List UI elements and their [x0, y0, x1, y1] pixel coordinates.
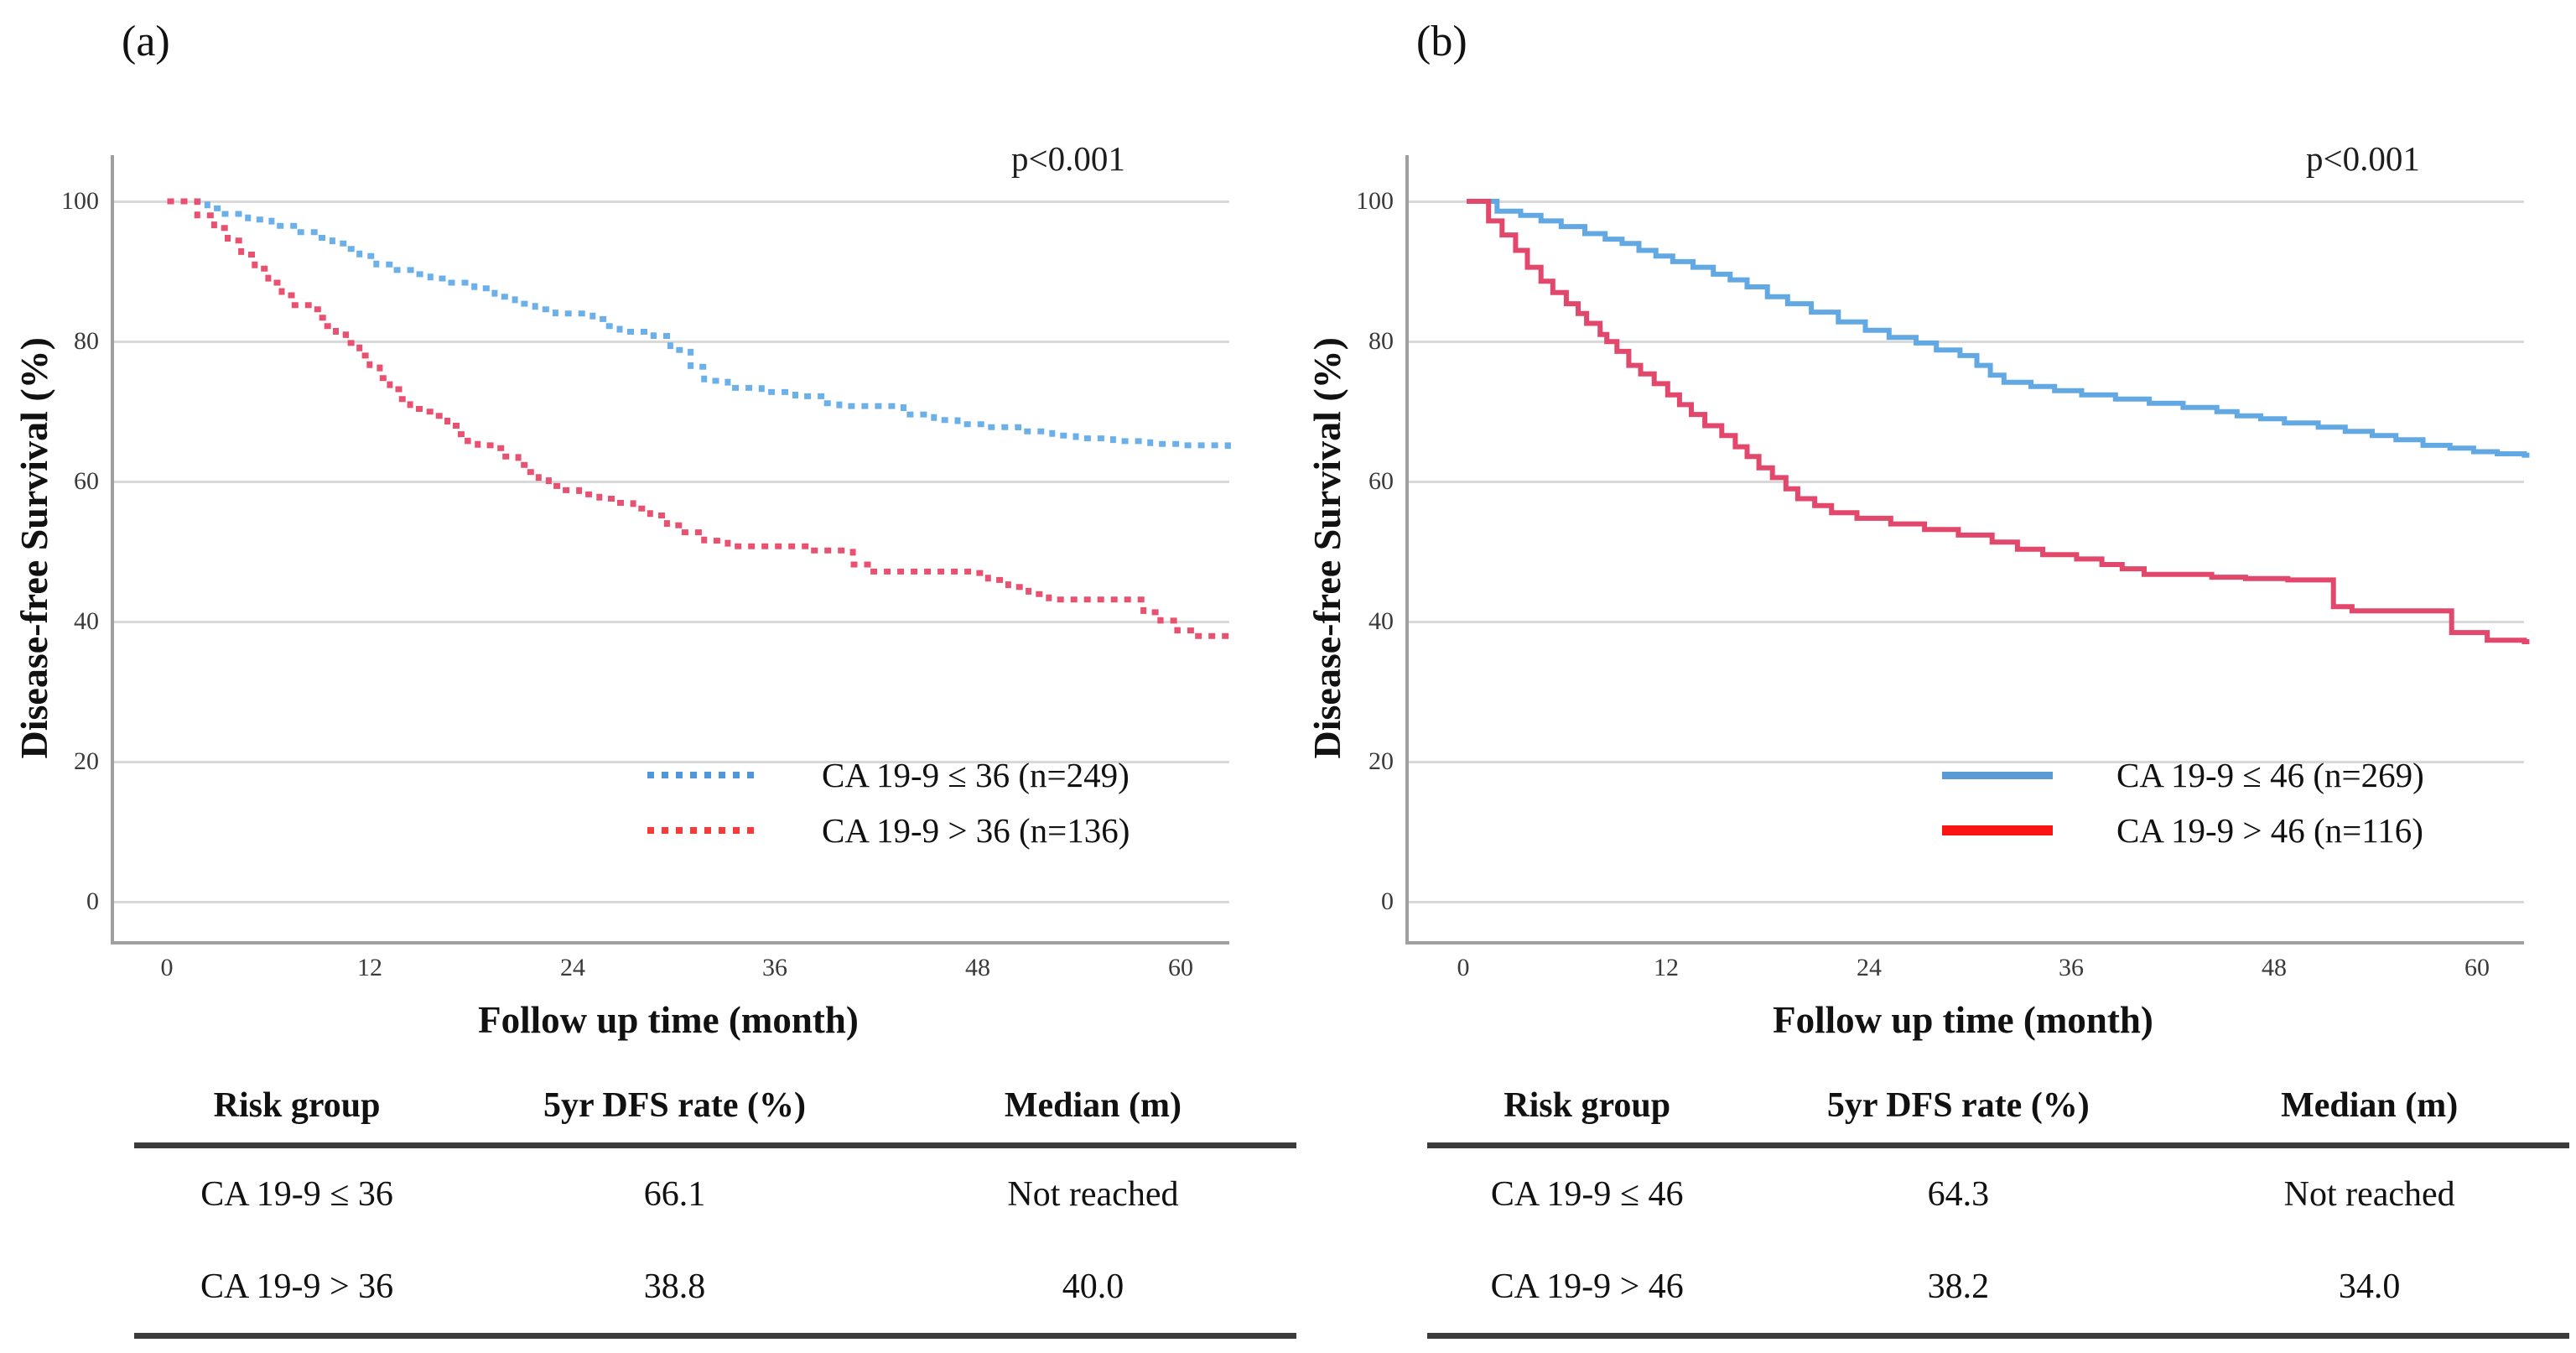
panel-a-x-axis-title: Follow up time (month)	[478, 999, 859, 1041]
median-cell: 34.0	[2338, 1267, 2401, 1306]
table-row: CA 19-9 ≤ 36 66.1 Not reached	[134, 1148, 1296, 1241]
legend-row: CA 19-9 ≤ 46 (n=269)	[1942, 747, 2424, 803]
column-header-risk-group: Risk group	[1504, 1086, 1671, 1125]
table-row: CA 19-9 ≤ 46 64.3 Not reached	[1427, 1148, 2569, 1241]
legend-label-low-risk: CA 19-9 ≤ 36 (n=249)	[822, 756, 1130, 794]
gridline-20	[1409, 761, 2524, 763]
panel-a-xtick-0: 0	[160, 954, 174, 981]
panel-a-xtick-24: 24	[560, 954, 585, 981]
panel-b-ytick-20: 20	[1368, 747, 1394, 775]
risk-group-cell: CA 19-9 ≤ 36	[200, 1175, 393, 1214]
column-header-median: Median (m)	[1004, 1086, 1182, 1125]
panel-a-xtick-60: 60	[1168, 954, 1193, 981]
panel-b-summary-table: Risk group 5yr DFS rate (%) Median (m) C…	[1427, 1069, 2569, 1339]
column-header-dfs-rate: 5yr DFS rate (%)	[1826, 1086, 2090, 1125]
panel-a-summary-table: Risk group 5yr DFS rate (%) Median (m) C…	[134, 1069, 1296, 1339]
panel-a-xtick-12: 12	[357, 954, 382, 981]
gridline-80	[114, 341, 1229, 343]
dfs-rate-cell: 66.1	[643, 1175, 706, 1214]
risk-group-cell: CA 19-9 > 46	[1490, 1267, 1684, 1306]
panel-a-ytick-100: 100	[61, 187, 99, 215]
km-curve-high	[167, 198, 1236, 641]
panel-a-ytick-80: 80	[74, 327, 99, 355]
panel-a-y-axis-title: Disease-free Survival (%)	[7, 155, 60, 941]
panel-a-plot-area: p<0.001 CA 19-9 ≤ 36 (n=249) CA 19-9 > 3…	[111, 139, 1236, 944]
panel-a-ytick-40: 40	[74, 607, 99, 635]
median-cell: Not reached	[1007, 1175, 1179, 1214]
legend-row: CA 19-9 > 46 (n=116)	[1942, 803, 2424, 858]
panel-b-ytick-80: 80	[1368, 327, 1394, 355]
panel-a-xtick-36: 36	[762, 954, 787, 981]
median-cell: Not reached	[2283, 1175, 2455, 1214]
gridline-60	[1409, 481, 2524, 483]
table-header-row: Risk group 5yr DFS rate (%) Median (m)	[134, 1069, 1296, 1148]
dfs-rate-cell: 64.3	[1927, 1175, 1990, 1214]
panel-b-ytick-40: 40	[1368, 607, 1394, 635]
panel-b-legend: CA 19-9 ≤ 46 (n=269) CA 19-9 > 46 (n=116…	[1942, 747, 2424, 858]
gridline-80	[1409, 341, 2524, 343]
y-axis-title-text: Disease-free Survival (%)	[12, 337, 55, 759]
gridline-40	[1409, 621, 2524, 623]
median-cell: 40.0	[1062, 1267, 1124, 1306]
dotted-red-line-swatch	[647, 827, 758, 834]
gridline-100	[1409, 200, 2524, 203]
dfs-rate-cell: 38.8	[643, 1267, 706, 1306]
panel-b-xtick-12: 12	[1654, 954, 1679, 981]
table-row: CA 19-9 > 46 38.2 34.0	[1427, 1241, 2569, 1333]
solid-red-line-swatch	[1942, 825, 2053, 835]
panel-b-y-axis-title: Disease-free Survival (%)	[1300, 155, 1353, 941]
risk-group-cell: CA 19-9 ≤ 46	[1490, 1175, 1684, 1214]
column-header-risk-group: Risk group	[213, 1086, 381, 1125]
panel-b-xtick-24: 24	[1857, 954, 1882, 981]
km-curve-low	[1467, 199, 2530, 458]
legend-row: CA 19-9 ≤ 36 (n=249)	[647, 747, 1130, 803]
panel-b-letter: (b)	[1416, 18, 1467, 65]
legend-label-high-risk: CA 19-9 > 46 (n=116)	[2116, 811, 2423, 850]
table-row: CA 19-9 > 36 38.8 40.0	[134, 1241, 1296, 1333]
gridline-100	[114, 200, 1229, 203]
km-curve-high	[1467, 199, 2530, 644]
gridline-40	[114, 621, 1229, 623]
legend-row: CA 19-9 > 36 (n=136)	[647, 803, 1130, 858]
legend-label-low-risk: CA 19-9 ≤ 46 (n=269)	[2116, 756, 2424, 794]
dfs-rate-cell: 38.2	[1927, 1267, 1990, 1306]
panel-b-xtick-36: 36	[2059, 954, 2084, 981]
panel-b-xtick-48: 48	[2262, 954, 2287, 981]
column-header-dfs-rate: 5yr DFS rate (%)	[543, 1086, 806, 1125]
risk-group-cell: CA 19-9 > 36	[200, 1267, 394, 1306]
panel-b-p-value: p<0.001	[2306, 139, 2420, 178]
panel-b-xtick-0: 0	[1457, 954, 1470, 981]
panel-b-ytick-100: 100	[1356, 187, 1394, 215]
panel-b-ytick-0: 0	[1381, 887, 1394, 915]
panel-a-ytick-0: 0	[86, 887, 99, 915]
legend-label-high-risk: CA 19-9 > 36 (n=136)	[822, 811, 1130, 850]
panel-b-x-axis-title: Follow up time (month)	[1773, 999, 2153, 1041]
gridline-20	[114, 761, 1229, 763]
solid-blue-line-swatch	[1942, 771, 2053, 779]
gridline-60	[114, 481, 1229, 483]
panel-a-xtick-48: 48	[965, 954, 990, 981]
panel-a-ytick-60: 60	[74, 467, 99, 495]
panel-b-survival-curves	[1467, 199, 2530, 644]
panel-b-plot-area: p<0.001 CA 19-9 ≤ 46 (n=269) CA 19-9 > 4…	[1405, 139, 2530, 944]
panel-b-xtick-60: 60	[2464, 954, 2490, 981]
gridline-0	[114, 901, 1229, 903]
panel-a-legend: CA 19-9 ≤ 36 (n=249) CA 19-9 > 36 (n=136…	[647, 747, 1130, 858]
panel-b-ytick-60: 60	[1368, 467, 1394, 495]
y-axis-title-text: Disease-free Survival (%)	[1305, 337, 1348, 759]
gridline-0	[1409, 901, 2524, 903]
panel-a-p-value: p<0.001	[1011, 139, 1125, 178]
panel-a-survival-curves	[167, 198, 1236, 641]
km-curve-low	[167, 198, 1236, 450]
column-header-median: Median (m)	[2281, 1086, 2459, 1125]
panel-a-letter: (a)	[122, 18, 170, 65]
panel-a-ytick-20: 20	[74, 747, 99, 775]
table-header-row: Risk group 5yr DFS rate (%) Median (m)	[1427, 1069, 2569, 1148]
dotted-blue-line-swatch	[647, 772, 758, 778]
